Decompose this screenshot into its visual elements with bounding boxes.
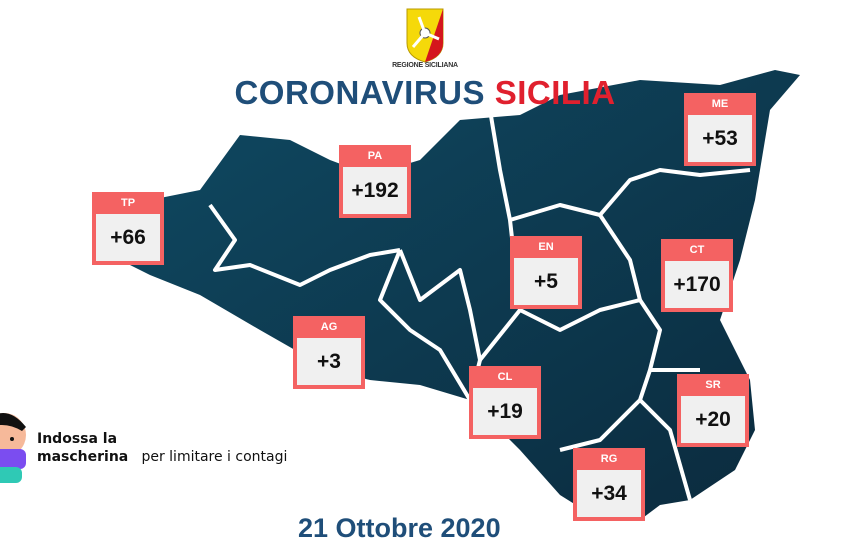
province-value: +53 bbox=[688, 115, 752, 162]
report-date: 21 Ottobre 2020 bbox=[298, 513, 501, 543]
province-box-sr: SR +20 bbox=[677, 374, 749, 447]
province-value: +192 bbox=[343, 167, 407, 214]
province-value: +5 bbox=[514, 258, 578, 305]
province-code: AG bbox=[320, 321, 338, 333]
province-box-pa: PA +192 bbox=[339, 145, 411, 218]
mask-advice: Indossa la mascherina per limitare i con… bbox=[37, 431, 288, 465]
province-code: PA bbox=[367, 150, 383, 162]
province-box-ag: AG +3 bbox=[293, 316, 365, 389]
province-value: +66 bbox=[96, 214, 160, 261]
province-box-rg: RG +34 bbox=[573, 448, 645, 521]
province-value: +19 bbox=[473, 388, 537, 435]
province-value: +3 bbox=[297, 338, 361, 385]
province-code: CL bbox=[497, 371, 513, 383]
province-box-tp: TP +66 bbox=[92, 192, 164, 265]
province-box-cl: CL +19 bbox=[469, 366, 541, 439]
province-value: +34 bbox=[577, 470, 641, 517]
province-code: ME bbox=[711, 98, 729, 110]
province-value: +170 bbox=[665, 261, 729, 308]
province-code: EN bbox=[538, 241, 554, 253]
province-box-ct: CT +170 bbox=[661, 239, 733, 312]
regione-siciliana-logo bbox=[406, 8, 444, 63]
province-code: CT bbox=[689, 244, 705, 256]
page-title: CORONAVIRUS SICILIA bbox=[234, 74, 616, 111]
province-value: +20 bbox=[681, 396, 745, 443]
logo-text: REGIONE SICILIANA bbox=[392, 62, 458, 69]
province-code: TP bbox=[120, 197, 136, 209]
province-box-en: EN +5 bbox=[510, 236, 582, 309]
province-box-me: ME +53 bbox=[684, 93, 756, 166]
province-code: RG bbox=[600, 453, 618, 465]
province-code: SR bbox=[705, 379, 721, 391]
masked-person-icon bbox=[0, 413, 26, 483]
